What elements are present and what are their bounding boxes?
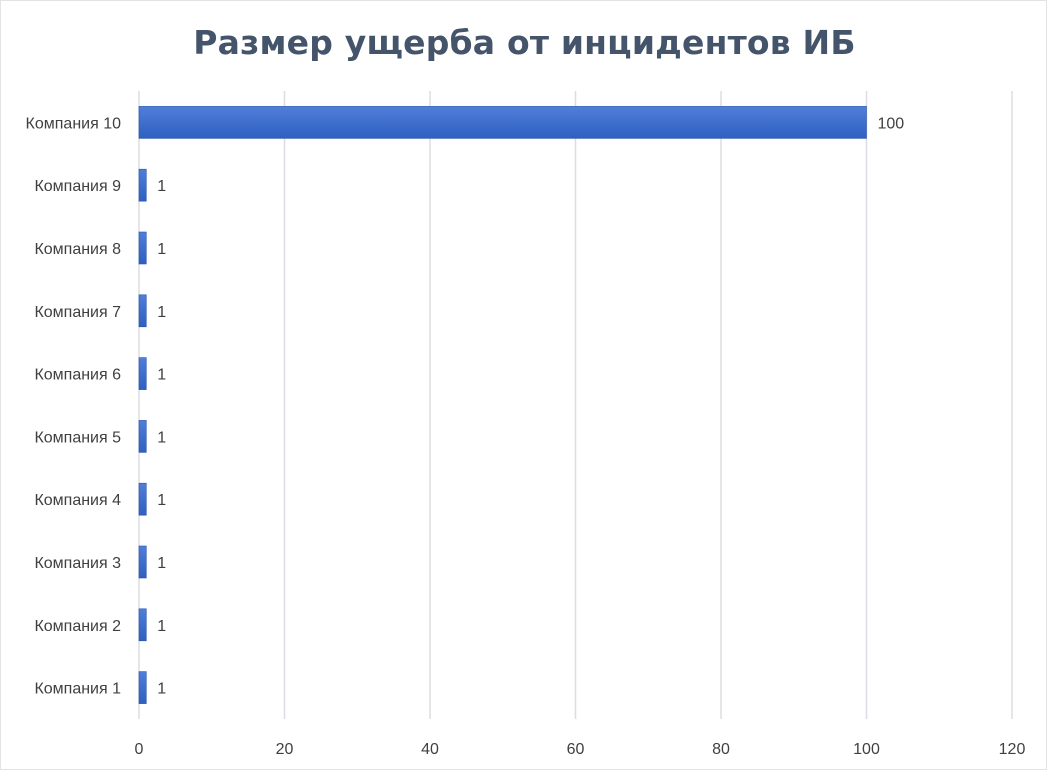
data-label: 1 [157, 681, 166, 698]
bar [138, 357, 147, 390]
category-label: Компания 6 [34, 367, 121, 384]
category-label: Компания 1 [34, 681, 121, 698]
gridlines [138, 91, 1013, 719]
bars [138, 106, 867, 704]
x-tick-label: 20 [276, 741, 294, 758]
bar [138, 168, 147, 202]
category-label: Компания 8 [34, 241, 121, 258]
category-label: Компания 5 [34, 429, 121, 446]
bar [138, 608, 147, 642]
data-label: 1 [157, 304, 166, 321]
x-tick-label: 0 [135, 741, 144, 758]
data-label: 1 [157, 492, 166, 509]
bar [138, 482, 147, 516]
bar [138, 671, 147, 704]
category-label: Компания 9 [34, 178, 121, 195]
category-label: Компания 2 [34, 618, 121, 635]
data-label: 100 [878, 115, 905, 132]
category-label: Компания 3 [34, 555, 121, 572]
data-label: 1 [157, 429, 166, 446]
data-label: 1 [157, 367, 166, 384]
bar [138, 106, 867, 139]
category-label: Компания 7 [34, 304, 121, 321]
x-tick-label: 60 [567, 741, 585, 758]
category-label: Компания 4 [34, 492, 121, 509]
bar [138, 420, 147, 453]
category-label: Компания 10 [26, 115, 122, 132]
x-tick-label: 80 [712, 741, 730, 758]
chart-title: Размер ущерба от инцидентов ИБ [193, 23, 856, 62]
x-tick-label: 40 [421, 741, 439, 758]
data-label: 1 [157, 555, 166, 572]
data-label: 1 [157, 178, 166, 195]
labels: 0 20 40 60 80 100 120 Компания 10 100 Компания 9 1… [26, 115, 1026, 758]
data-label: 1 [157, 618, 166, 635]
bar [138, 294, 147, 328]
x-tick-label: 120 [999, 741, 1026, 758]
data-label: 1 [157, 241, 166, 258]
bar [138, 545, 147, 579]
bar [138, 231, 147, 265]
x-tick-label: 100 [853, 741, 880, 758]
